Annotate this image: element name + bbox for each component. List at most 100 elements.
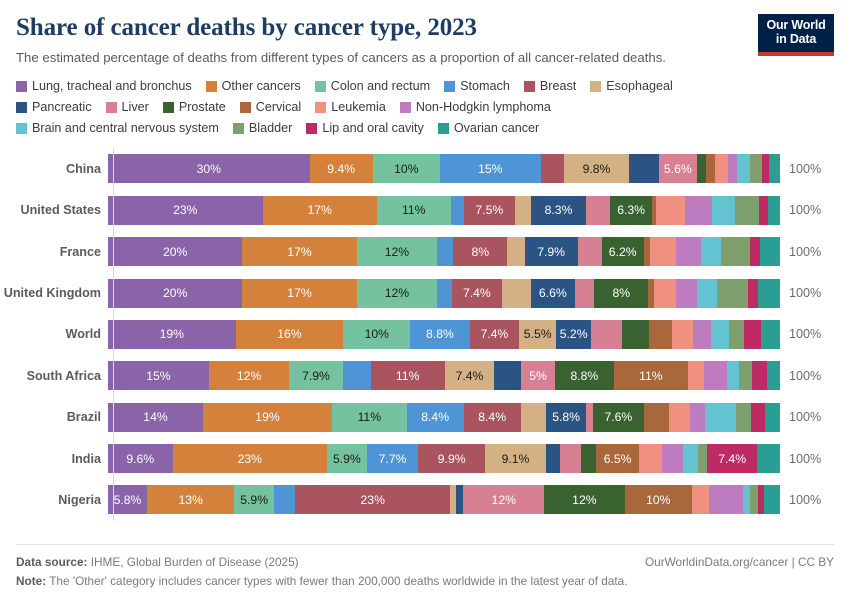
bar-segment[interactable]: 12%: [208, 361, 290, 391]
bar-segment[interactable]: 17%: [242, 237, 357, 267]
bar-segment[interactable]: [520, 402, 547, 432]
bar-segment[interactable]: [750, 402, 765, 432]
bar-segment[interactable]: 9.6%: [108, 444, 173, 474]
bar-segment[interactable]: 5.9%: [327, 444, 367, 474]
legend-item-cervical[interactable]: Cervical: [239, 98, 301, 116]
bar-segment[interactable]: [751, 361, 768, 391]
bar-segment[interactable]: 10%: [343, 319, 411, 349]
bar-segment[interactable]: [748, 278, 759, 308]
bar-segment[interactable]: [546, 444, 561, 474]
bar-segment[interactable]: 9.8%: [563, 154, 630, 184]
bar-segment[interactable]: [653, 278, 676, 308]
bar-segment[interactable]: 5.6%: [659, 154, 697, 184]
bar-segment[interactable]: [668, 402, 690, 432]
bar-segment[interactable]: [717, 278, 749, 308]
bar-segment[interactable]: 12%: [356, 278, 438, 308]
bar-segment[interactable]: [501, 278, 531, 308]
bar-segment[interactable]: [715, 154, 728, 184]
bar-segment[interactable]: [704, 402, 736, 432]
bar-segment[interactable]: 30%: [108, 154, 310, 184]
bar-segment[interactable]: [700, 237, 722, 267]
bar-segment[interactable]: [691, 485, 710, 515]
bar-segment[interactable]: [689, 402, 705, 432]
bar-segment[interactable]: [560, 444, 582, 474]
bar-segment[interactable]: [734, 195, 760, 225]
bar-segment[interactable]: [693, 319, 711, 349]
bar-segment[interactable]: 23%: [108, 195, 263, 225]
bar-segment[interactable]: [456, 485, 464, 515]
bar-segment[interactable]: 10%: [624, 485, 692, 515]
bar-segment[interactable]: [639, 444, 662, 474]
bar-segment[interactable]: [676, 237, 701, 267]
bar-segment[interactable]: [273, 485, 296, 515]
bar-segment[interactable]: [764, 402, 780, 432]
legend-item-other-cancers[interactable]: Other cancers: [205, 77, 301, 95]
legend-item-prostate[interactable]: Prostate: [162, 98, 226, 116]
bar-segment[interactable]: 23%: [172, 444, 328, 474]
bar-segment[interactable]: 5.5%: [519, 319, 557, 349]
bar-segment[interactable]: [758, 485, 765, 515]
legend-item-bladder[interactable]: Bladder: [232, 119, 292, 137]
bar-segment[interactable]: [675, 278, 698, 308]
bar-segment[interactable]: 14%: [108, 402, 204, 432]
bar-segment[interactable]: [648, 319, 672, 349]
bar-segment[interactable]: [743, 319, 762, 349]
bar-segment[interactable]: 9.1%: [484, 444, 547, 474]
source-link[interactable]: OurWorldinData.org/cancer | CC BY: [644, 555, 834, 570]
bar-segment[interactable]: [757, 444, 780, 474]
legend-item-liver[interactable]: Liver: [105, 98, 149, 116]
bar-segment[interactable]: 6.3%: [609, 195, 653, 225]
bar-segment[interactable]: [710, 319, 729, 349]
bar-segment[interactable]: 9.9%: [418, 444, 485, 474]
bar-segment[interactable]: [585, 402, 593, 432]
bar-segment[interactable]: 5.2%: [556, 319, 592, 349]
bar-segment[interactable]: 7.4%: [444, 361, 495, 391]
bar-segment[interactable]: [769, 154, 780, 184]
bar-segment[interactable]: [706, 154, 716, 184]
bar-segment[interactable]: 5%: [521, 361, 555, 391]
bar-segment[interactable]: [687, 361, 704, 391]
bar-segment[interactable]: [712, 195, 735, 225]
bar-segment[interactable]: [726, 361, 739, 391]
bar-segment[interactable]: [540, 154, 564, 184]
bar-segment[interactable]: [644, 402, 669, 432]
bar-segment[interactable]: 7.9%: [524, 237, 578, 267]
bar-segment[interactable]: [629, 154, 659, 184]
bar-segment[interactable]: [709, 485, 743, 515]
bar-segment[interactable]: 6.6%: [530, 278, 575, 308]
bar-segment[interactable]: [735, 402, 751, 432]
bar-segment[interactable]: [703, 361, 727, 391]
bar-segment[interactable]: [437, 237, 454, 267]
bar-segment[interactable]: [656, 195, 686, 225]
legend-item-brain-and-central-nervous-system[interactable]: Brain and central nervous system: [16, 119, 219, 137]
bar-segment[interactable]: [622, 319, 649, 349]
bar-segment[interactable]: 19%: [108, 319, 236, 349]
bar-segment[interactable]: [749, 237, 761, 267]
bar-segment[interactable]: 8.8%: [410, 319, 470, 349]
bar-segment[interactable]: [450, 195, 465, 225]
bar-segment[interactable]: 15%: [108, 361, 209, 391]
bar-segment[interactable]: [759, 195, 768, 225]
bar-segment[interactable]: 16%: [235, 319, 344, 349]
bar-segment[interactable]: 7.6%: [592, 402, 645, 432]
legend-item-ovarian-cancer[interactable]: Ovarian cancer: [437, 119, 539, 137]
bar-segment[interactable]: 23%: [295, 485, 451, 515]
legend-item-lung-tracheal-and-bronchus[interactable]: Lung, tracheal and bronchus: [16, 77, 192, 95]
bar-segment[interactable]: 11%: [376, 195, 451, 225]
bar-segment[interactable]: 7.7%: [366, 444, 419, 474]
bar-segment[interactable]: [494, 361, 522, 391]
bar-segment[interactable]: [574, 278, 595, 308]
bar-segment[interactable]: 7.4%: [469, 319, 520, 349]
bar-segment[interactable]: [507, 237, 525, 267]
bar-segment[interactable]: 5.9%: [234, 485, 274, 515]
bar-segment[interactable]: 7.4%: [452, 278, 502, 308]
bar-segment[interactable]: 8.8%: [554, 361, 614, 391]
bar-segment[interactable]: [649, 237, 677, 267]
bar-segment[interactable]: [767, 361, 780, 391]
bar-segment[interactable]: [697, 278, 718, 308]
bar-segment[interactable]: [671, 319, 694, 349]
bar-segment[interactable]: [648, 278, 654, 308]
bar-segment[interactable]: [591, 319, 623, 349]
bar-segment[interactable]: [761, 319, 780, 349]
legend-item-non-hodgkin-lymphoma[interactable]: Non-Hodgkin lymphoma: [399, 98, 551, 116]
